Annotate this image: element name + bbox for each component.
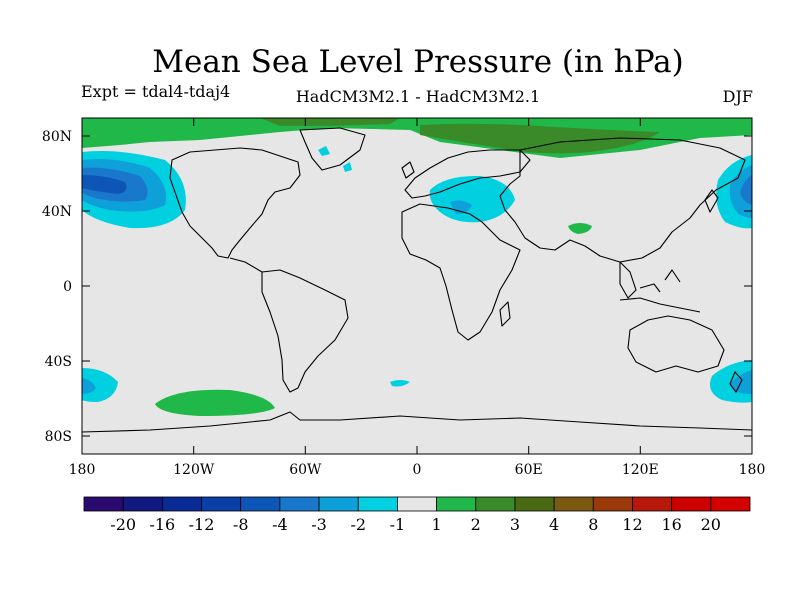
colorbar-label: -3 <box>311 515 327 534</box>
tibet-positive-patch <box>568 223 592 234</box>
lon-tick-label: 120E <box>622 462 659 478</box>
coast-indonesia <box>619 269 701 313</box>
north-pole-dark-band <box>260 118 400 126</box>
colorbar-swatch <box>240 496 281 512</box>
colorbar-swatch <box>122 496 163 512</box>
coast-north-america <box>169 147 301 259</box>
coast-south-america <box>261 269 349 393</box>
colorbar-swatch <box>475 496 516 512</box>
colorbar-label: 8 <box>588 515 598 534</box>
colorbar-label: 16 <box>661 515 681 534</box>
lon-tick-label: 60E <box>515 462 543 478</box>
colorbar-label: 20 <box>701 515 721 534</box>
lon-tick-label: 120W <box>173 462 215 478</box>
lat-tick-label: 0 <box>63 279 72 295</box>
experiment-label: Expt = tdal4-tdaj4 <box>81 82 231 101</box>
colorbar-swatch <box>710 496 751 512</box>
coast-africa <box>401 203 521 341</box>
colorbar-swatch <box>279 496 320 512</box>
colorbar-label: 12 <box>622 515 642 534</box>
lat-axis: 80N 40N 0 40S 80S <box>42 129 752 445</box>
coast-indochina <box>619 261 637 299</box>
coast-uk <box>401 161 415 179</box>
colorbar-swatch <box>553 496 594 512</box>
lat-tick-label: 80N <box>42 129 72 145</box>
colorbar-swatch <box>592 496 633 512</box>
colorbar-label: -12 <box>189 515 215 534</box>
coast-japan <box>704 189 719 213</box>
colorbar-label: -1 <box>390 515 406 534</box>
south-atlantic-low-small <box>390 380 410 387</box>
models-label: HadCM3M2.1 - HadCM3M2.1 <box>295 87 541 106</box>
colorbar-swatch <box>436 496 477 512</box>
coast-australia <box>627 315 725 373</box>
coast-greenland <box>299 127 366 171</box>
coast-asia <box>499 137 746 263</box>
lon-axis: 180 120W 60W 0 60E 120E 180 <box>69 118 766 478</box>
south-pacific-high <box>155 389 275 416</box>
colorbar-swatch <box>201 496 242 512</box>
coast-antarctica <box>82 411 752 433</box>
colorbar-swatch <box>318 496 359 512</box>
lon-tick-label: 180 <box>69 462 96 478</box>
colorbar-swatch <box>161 496 202 512</box>
lat-tick-label: 80S <box>45 429 72 445</box>
pressure-anomaly-fields <box>82 118 752 433</box>
south-ocean-low-west <box>82 368 118 402</box>
lon-tick-label: 60W <box>289 462 322 478</box>
colorbar-label: 4 <box>549 515 559 534</box>
colorbar-label: -20 <box>110 515 136 534</box>
coast-madagascar <box>499 301 511 327</box>
colorbar-label: -16 <box>149 515 175 534</box>
colorbar-label: 3 <box>510 515 520 534</box>
colorbar-swatch <box>671 496 712 512</box>
lat-tick-label: 40S <box>45 354 72 370</box>
lat-tick-label: 40N <box>42 204 72 220</box>
coastlines <box>82 127 752 433</box>
colorbar-label: -4 <box>272 515 288 534</box>
lon-tick-label: 0 <box>413 462 422 478</box>
colorbar-swatch <box>357 496 398 512</box>
colorbar-label: 1 <box>431 515 441 534</box>
colorbar-swatch <box>397 496 437 512</box>
colorbar-swatch <box>632 496 673 512</box>
map-title: Mean Sea Level Pressure (in hPa) <box>152 44 684 80</box>
season-label: DJF <box>722 87 753 106</box>
colorbar: -20 -16 -12 -8 -4 -3 -2 -1 1 2 3 4 8 12 16 20 <box>83 496 751 534</box>
colorbar-swatch <box>83 496 124 512</box>
colorbar-swatch <box>514 496 555 512</box>
siberia-dark-band <box>420 123 660 154</box>
colorbar-label: -2 <box>350 515 366 534</box>
colorbar-label: 2 <box>471 515 481 534</box>
lon-tick-label: 180 <box>739 462 766 478</box>
coast-europe <box>404 149 531 199</box>
colorbar-label: -8 <box>233 515 249 534</box>
greenland-negative-patch <box>318 146 330 156</box>
